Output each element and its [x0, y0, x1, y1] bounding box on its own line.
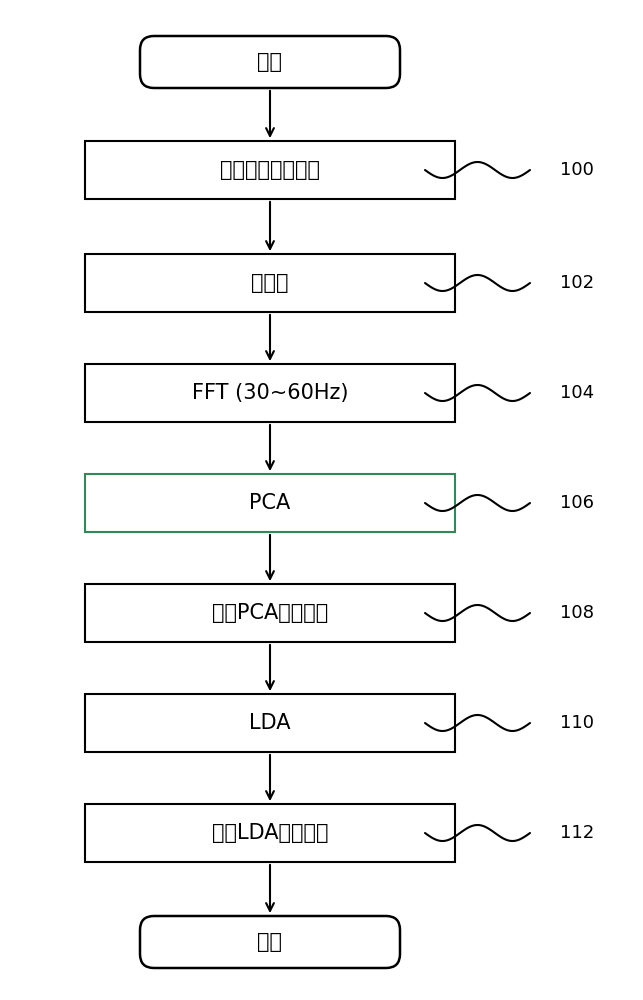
- Text: 106: 106: [560, 494, 594, 512]
- FancyBboxPatch shape: [140, 36, 400, 88]
- Text: LDA: LDA: [249, 713, 291, 733]
- FancyBboxPatch shape: [140, 916, 400, 968]
- Text: 112: 112: [560, 824, 594, 842]
- Text: 前处理: 前处理: [251, 273, 289, 293]
- Text: FFT (30~60Hz): FFT (30~60Hz): [192, 383, 349, 403]
- Text: 108: 108: [560, 604, 594, 622]
- Bar: [85, 474, 455, 532]
- Text: PCA: PCA: [249, 493, 291, 513]
- Text: 接收测试轮速信号: 接收测试轮速信号: [220, 160, 320, 180]
- Text: 储存LDA判别系数: 储存LDA判别系数: [212, 823, 328, 843]
- Bar: [85, 694, 455, 752]
- Bar: [85, 584, 455, 642]
- Text: 100: 100: [560, 161, 594, 179]
- Text: 104: 104: [560, 384, 594, 402]
- Bar: [85, 804, 455, 862]
- Text: 结束: 结束: [257, 932, 282, 952]
- Text: 102: 102: [560, 274, 594, 292]
- Bar: [85, 364, 455, 422]
- Bar: [85, 254, 455, 312]
- Text: 开始: 开始: [257, 52, 282, 72]
- Text: 110: 110: [560, 714, 594, 732]
- Text: 储存PCA加权系数: 储存PCA加权系数: [212, 603, 328, 623]
- Bar: [85, 141, 455, 199]
